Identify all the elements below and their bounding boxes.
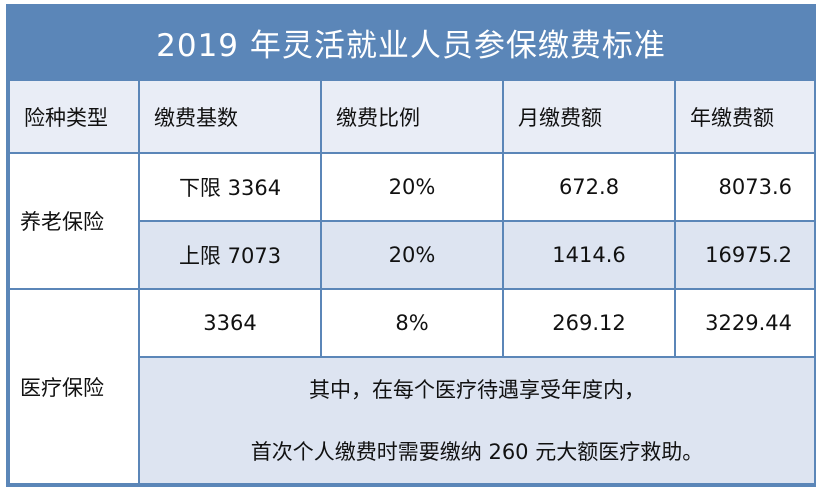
cell-base: 3364: [138, 288, 322, 358]
table-row: 上限 7073 20% 1414.6 16975.2: [9, 220, 816, 290]
header-cell-monthly: 月缴费额: [502, 79, 676, 154]
cell-base: 下限 3364: [138, 152, 322, 222]
cell-base: 上限 7073: [138, 220, 322, 290]
medical-note: 其中，在每个医疗待遇享受年度内， 首次个人缴费时需要缴纳 260 元大额医疗救助…: [138, 356, 816, 485]
header-cell-type: 险种类型: [8, 79, 140, 154]
cell-yearly: 8073.6: [674, 152, 816, 222]
category-medical: 医疗保险: [8, 288, 140, 485]
category-pension: 养老保险: [8, 152, 140, 290]
table-row: 其中，在每个医疗待遇享受年度内， 首次个人缴费时需要缴纳 260 元大额医疗救助…: [9, 356, 816, 485]
header-cell-rate: 缴费比例: [320, 79, 504, 154]
cell-yearly: 16975.2: [674, 220, 816, 290]
cell-yearly: 3229.44: [674, 288, 816, 358]
contribution-table: 险种类型 缴费基数 缴费比例 月缴费额 年缴费额 养老保险 下限 3364 20…: [8, 79, 816, 485]
insurance-table-frame: 2019 年灵活就业人员参保缴费标准 险种类型 缴费基数 缴费比例 月缴费额 年…: [6, 4, 816, 487]
header-row: 险种类型 缴费基数 缴费比例 月缴费额 年缴费额: [8, 79, 816, 154]
table-row: 医疗保险 3364 8% 269.12 3229.44: [8, 288, 816, 485]
cell-rate: 20%: [320, 220, 504, 290]
cell-monthly: 269.12: [502, 288, 676, 358]
note-line-1: 其中，在每个医疗待遇享受年度内，: [309, 377, 645, 402]
cell-rate: 20%: [320, 152, 504, 222]
table-row: 养老保险 下限 3364 20% 672.8 8073.6: [8, 152, 816, 290]
table-title: 2019 年灵活就业人员参保缴费标准: [8, 6, 814, 79]
cell-monthly: 1414.6: [502, 220, 676, 290]
header-cell-base: 缴费基数: [138, 79, 322, 154]
header-cell-yearly: 年缴费额: [674, 79, 816, 154]
note-line-2: 首次个人缴费时需要缴纳 260 元大额医疗救助。: [250, 439, 704, 464]
cell-rate: 8%: [320, 288, 504, 358]
cell-monthly: 672.8: [502, 152, 676, 222]
